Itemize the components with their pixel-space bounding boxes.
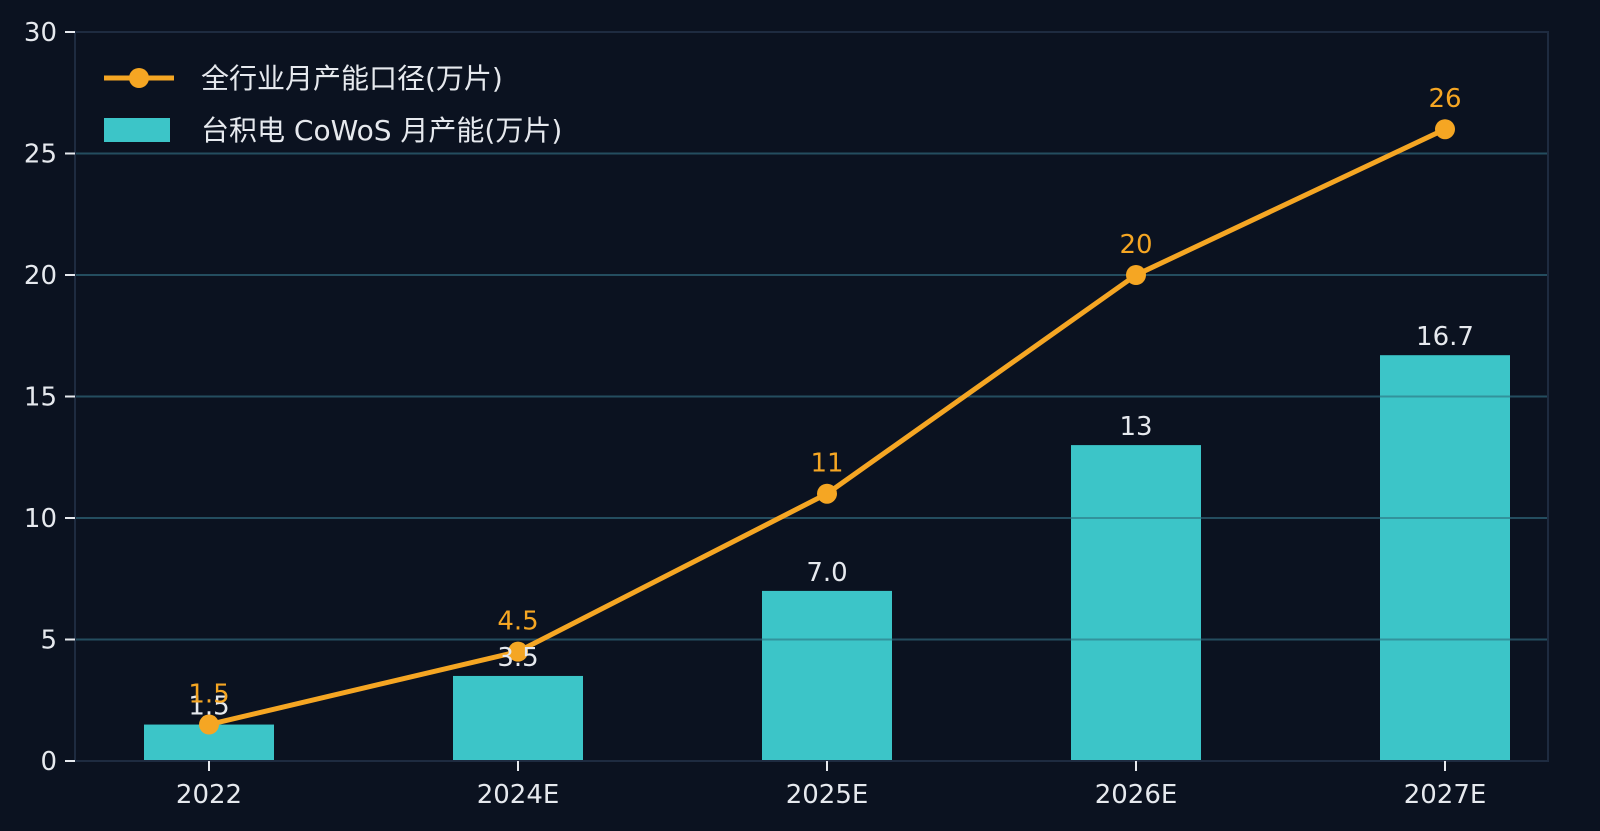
ytick-label-15: 15 (24, 383, 57, 413)
xtick-label-2022: 2022 (176, 780, 242, 810)
bar-value-label-2025E: 7.0 (806, 558, 847, 588)
line-value-label-2024E: 4.5 (497, 607, 538, 637)
legend-line-marker (129, 68, 149, 88)
ytick-label-20: 20 (24, 261, 57, 291)
ytick-label-10: 10 (24, 504, 57, 534)
legend-bar-swatch (104, 118, 170, 142)
legend-label-line: 全行业月产能口径(万片) (201, 62, 503, 95)
line-point-2024E (508, 641, 528, 662)
legend-label-bar: 台积电 CoWoS 月产能(万片) (201, 114, 562, 147)
ytick-label-25: 25 (24, 140, 57, 170)
data-labels: 1.5 3.5 7.0 13 16.7 1.5 4.5 11 20 26 (188, 84, 1474, 721)
bar-2024E (453, 675, 583, 761)
line-point-2025E (817, 483, 837, 504)
ytick-label-5: 5 (40, 626, 57, 656)
bar-value-label-2027E: 16.7 (1416, 322, 1474, 352)
xtick-label-2027E: 2027E (1404, 780, 1487, 810)
bar-2025E (762, 590, 892, 761)
line-point-2026E (1126, 265, 1146, 285)
axes: 0 5 10 15 20 25 30 2022 2024E 2025E 2026E 2027E (24, 18, 1549, 810)
line-series (199, 119, 1455, 735)
line-value-label-2025E: 11 (810, 449, 843, 479)
xtick-label-2024E: 2024E (477, 780, 560, 810)
ytick-label-30: 30 (24, 18, 57, 48)
line-value-label-2026E: 20 (1119, 230, 1152, 260)
line-value-label-2027E: 26 (1428, 84, 1461, 114)
bar-value-label-2024E: 3.5 (497, 643, 538, 673)
bar-value-label-2022: 1.5 (188, 692, 229, 722)
bar-2026E (1071, 445, 1201, 761)
line-point-2027E (1435, 119, 1455, 140)
legend: 全行业月产能口径(万片) 台积电 CoWoS 月产能(万片) (104, 62, 562, 147)
line-point-2022 (199, 714, 219, 735)
xtick-label-2026E: 2026E (1095, 780, 1178, 810)
bar-value-label-2026E: 13 (1119, 412, 1152, 442)
xtick-label-2025E: 2025E (786, 780, 869, 810)
ytick-label-0: 0 (40, 747, 57, 777)
line-value-label-2022: 1.5 (188, 680, 229, 710)
bar-2027E (1380, 355, 1510, 761)
